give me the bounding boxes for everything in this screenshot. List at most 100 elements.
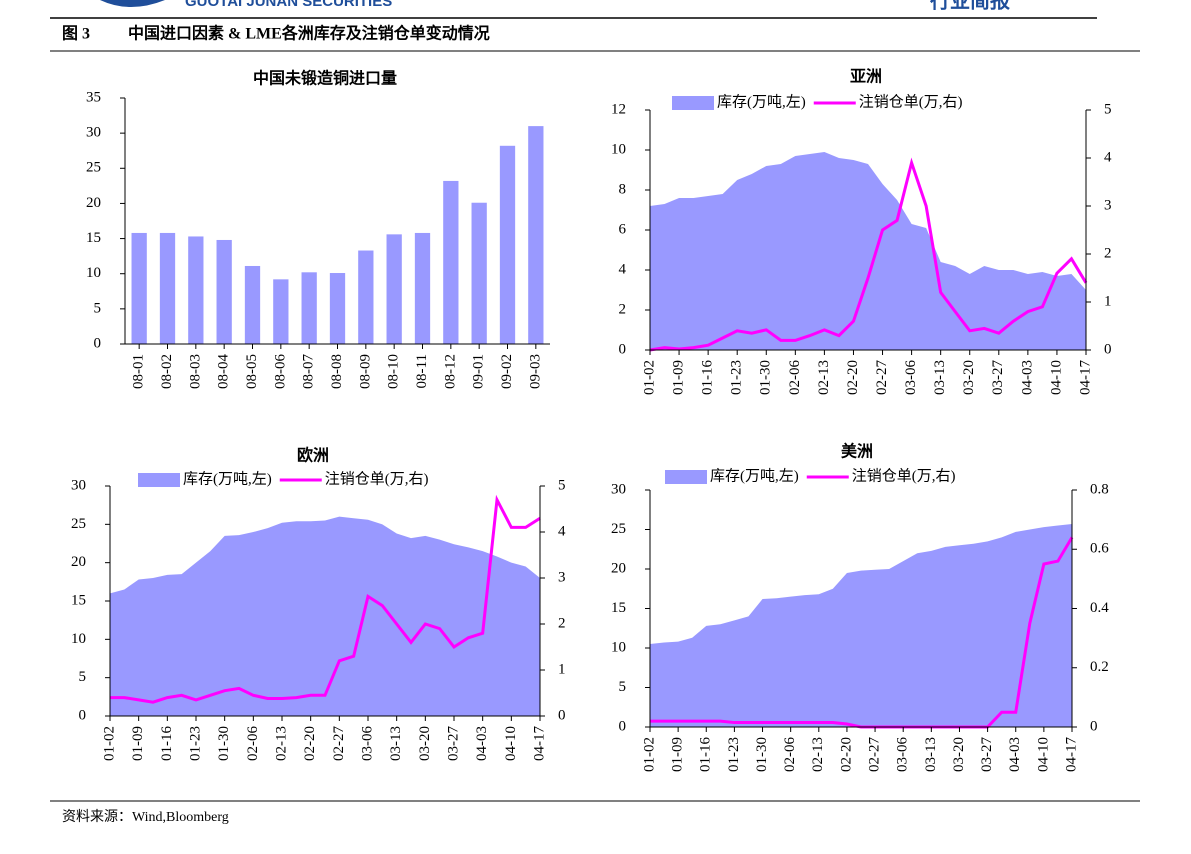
x-tick-label: 04-17 <box>1077 360 1093 395</box>
legend-label: 库存(万吨,左) <box>183 470 272 487</box>
y-tick-label: 30 <box>71 477 86 493</box>
legend-label: 库存(万吨,左) <box>717 93 806 110</box>
y-tick-label: 5 <box>94 300 102 316</box>
x-tick-label: 08-03 <box>187 354 203 389</box>
y2-tick-label: 1 <box>558 661 566 677</box>
x-tick-label: 02-13 <box>273 726 289 761</box>
figure-label: 图 3 <box>62 25 90 43</box>
x-tick-label: 09-01 <box>471 354 487 389</box>
y-tick-label: 20 <box>71 554 86 570</box>
source-note: 资料来源：Wind,Bloomberg <box>62 809 229 825</box>
x-tick-label: 01-16 <box>700 360 716 395</box>
y-tick-label: 0 <box>619 341 627 357</box>
y2-tick-label: 0.4 <box>1090 600 1109 616</box>
y2-tick-label: 3 <box>1104 197 1112 213</box>
bar <box>188 236 204 344</box>
x-tick-label: 02-06 <box>245 726 261 761</box>
bar <box>244 265 261 344</box>
x-tick-label: 01-16 <box>159 726 175 761</box>
x-tick-label: 03-13 <box>932 360 948 395</box>
y-tick-label: 6 <box>619 221 627 237</box>
x-tick-label: 01-30 <box>216 726 232 761</box>
chart-title: 亚洲 <box>850 68 882 86</box>
x-tick-label: 02-20 <box>302 726 318 761</box>
y-tick-label: 25 <box>86 160 101 176</box>
y2-tick-label: 5 <box>558 477 566 493</box>
y2-tick-label: 0.2 <box>1090 659 1109 675</box>
y2-tick-label: 0 <box>1090 718 1098 734</box>
y-tick-label: 15 <box>86 230 101 246</box>
bar <box>358 250 374 344</box>
x-tick-label: 08-11 <box>414 354 430 388</box>
y-tick-label: 10 <box>611 141 626 157</box>
y-tick-label: 2 <box>619 301 627 317</box>
y-tick-label: 10 <box>86 265 101 281</box>
y-tick-label: 5 <box>619 679 627 695</box>
logo <box>100 0 165 7</box>
y-tick-label: 20 <box>86 195 101 211</box>
y2-tick-label: 0 <box>1104 341 1112 357</box>
chart-title: 欧洲 <box>297 446 329 465</box>
y2-tick-label: 5 <box>1104 101 1112 117</box>
x-tick-label: 08-01 <box>131 354 147 389</box>
y2-tick-label: 0.6 <box>1090 541 1109 557</box>
x-tick-label: 09-03 <box>527 354 543 389</box>
x-tick-label: 02-06 <box>782 737 798 772</box>
x-tick-label: 01-02 <box>641 360 657 395</box>
bar <box>386 234 402 344</box>
x-tick-label: 02-27 <box>867 737 883 772</box>
x-tick-label: 04-17 <box>531 726 547 761</box>
x-tick-label: 08-09 <box>357 354 373 389</box>
x-tick-label: 08-05 <box>244 354 260 389</box>
y2-tick-label: 4 <box>1104 149 1112 165</box>
bar <box>499 145 516 344</box>
chart-title: 中国未锻造铜进口量 <box>253 69 397 88</box>
x-tick-label: 08-10 <box>386 354 402 389</box>
y-tick-label: 20 <box>611 560 626 576</box>
x-tick-label: 01-23 <box>726 737 742 772</box>
x-tick-label: 03-27 <box>990 360 1006 395</box>
y2-tick-label: 4 <box>558 523 566 539</box>
area-series <box>650 152 1086 350</box>
y-tick-label: 4 <box>619 261 627 277</box>
y-tick-label: 5 <box>79 669 87 685</box>
y2-tick-label: 0.8 <box>1090 481 1109 497</box>
bar <box>528 126 544 344</box>
x-tick-label: 03-20 <box>417 726 433 761</box>
x-tick-label: 03-20 <box>951 737 967 772</box>
x-tick-label: 02-27 <box>874 360 890 395</box>
x-tick-label: 01-09 <box>670 737 686 772</box>
y-tick-label: 0 <box>619 718 627 734</box>
legend-label: 注销仓单(万,右) <box>325 470 429 487</box>
bar <box>443 180 459 344</box>
bar <box>159 232 176 344</box>
y-tick-label: 10 <box>611 639 626 655</box>
y-tick-label: 12 <box>611 101 626 117</box>
x-tick-label: 04-10 <box>1048 360 1064 395</box>
x-tick-label: 03-20 <box>961 360 977 395</box>
x-tick-label: 03-27 <box>445 726 461 761</box>
x-tick-label: 03-13 <box>923 737 939 772</box>
line-series <box>649 157 1088 352</box>
y-tick-label: 25 <box>611 521 626 537</box>
report-type: 行业简报 <box>929 0 1010 13</box>
x-tick-label: 03-06 <box>895 737 911 772</box>
x-tick-label: 03-06 <box>359 726 375 761</box>
legend-swatch <box>665 470 707 484</box>
x-tick-label: 01-02 <box>641 737 657 772</box>
x-tick-label: 04-10 <box>1035 737 1051 772</box>
x-tick-label: 04-17 <box>1063 737 1079 772</box>
x-tick-label: 02-13 <box>810 737 826 772</box>
x-tick-label: 02-06 <box>787 360 803 395</box>
x-tick-label: 08-08 <box>329 354 345 389</box>
x-tick-label: 04-03 <box>474 726 490 761</box>
x-tick-label: 08-07 <box>301 354 317 389</box>
bar <box>301 272 317 344</box>
chart-title: 美洲 <box>841 442 873 461</box>
x-tick-label: 01-09 <box>671 360 687 395</box>
y-tick-label: 10 <box>71 631 86 647</box>
